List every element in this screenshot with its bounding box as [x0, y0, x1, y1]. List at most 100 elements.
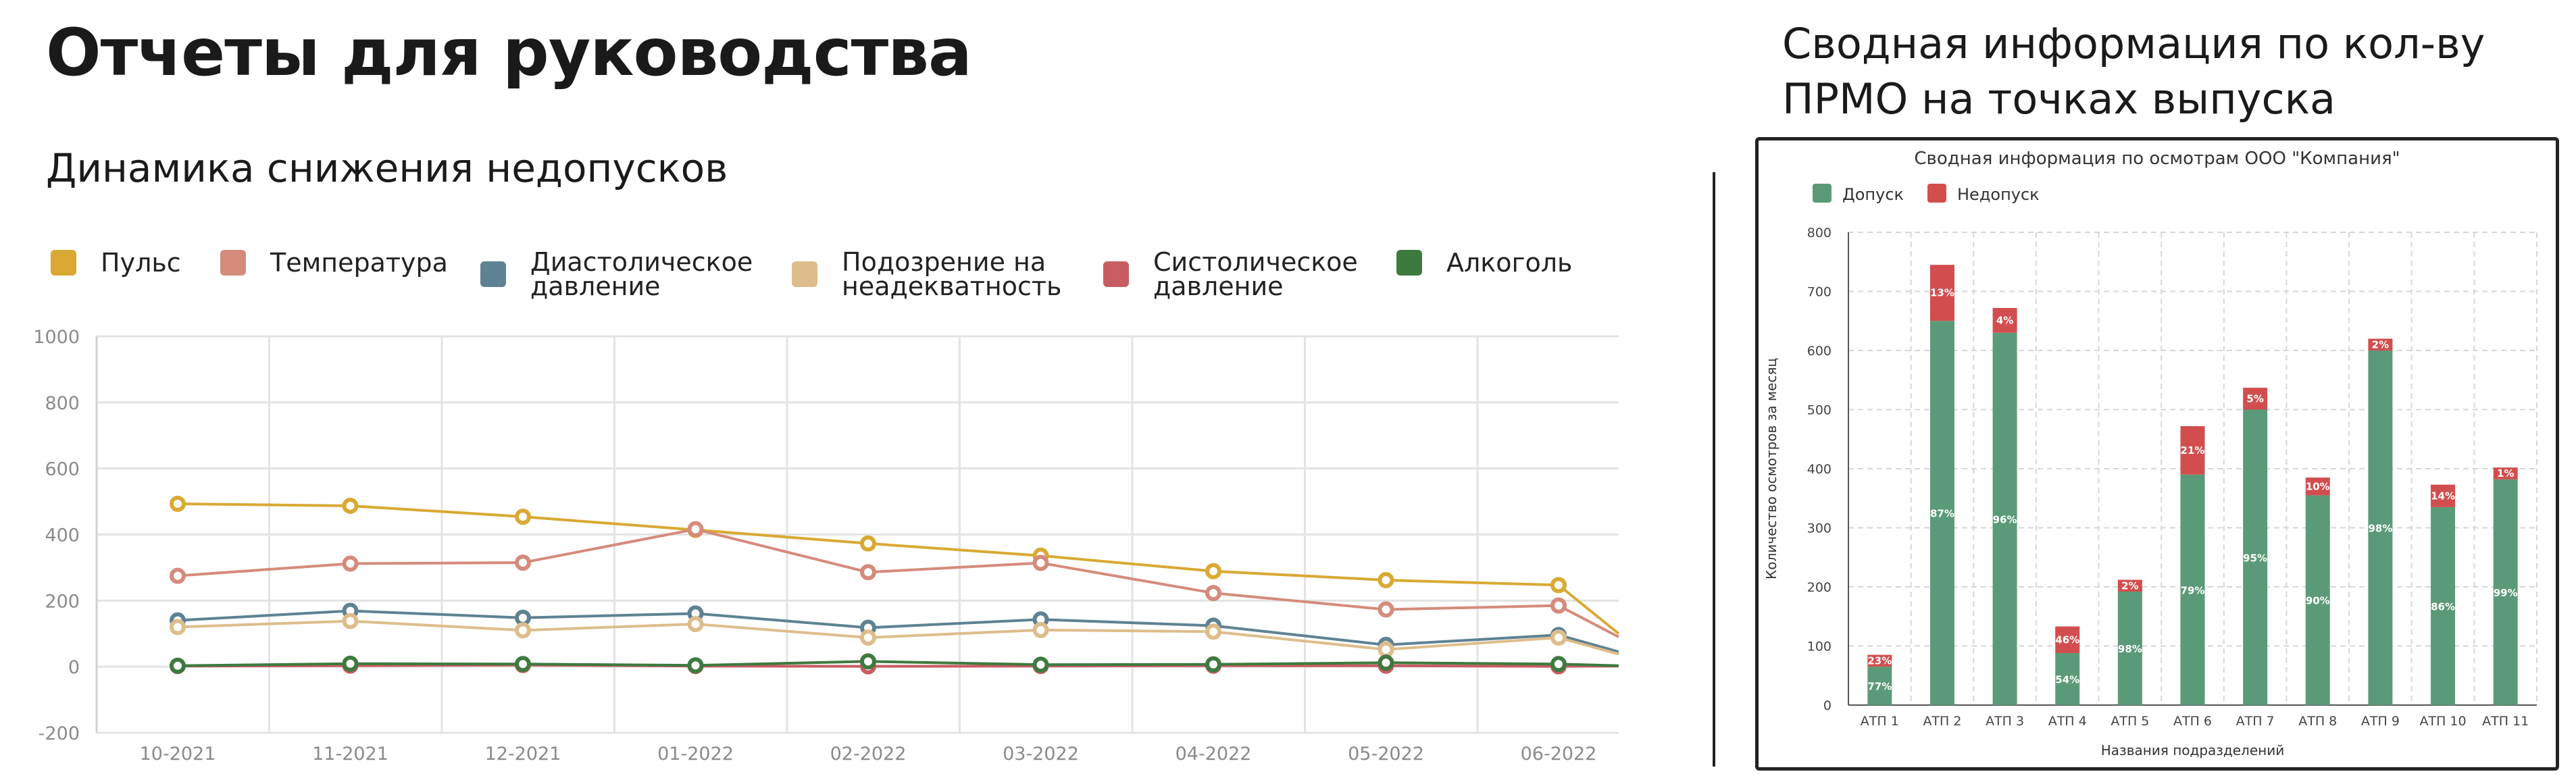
divider [1713, 172, 1715, 767]
series-line-пульс [177, 502, 1620, 635]
x-tick-label: 10-2021 [140, 744, 216, 764]
data-label-nonadmit: 1% [2497, 467, 2514, 479]
data-label-nonadmit: 2% [2121, 579, 2138, 592]
y-tick-label: 800 [1807, 226, 1832, 240]
y-tick-label: -200 [39, 723, 80, 744]
legend-swatch-suspicion [792, 261, 817, 287]
y-tick-label: 200 [45, 591, 80, 612]
legend-swatch-допуск [1813, 184, 1832, 203]
legend-item-alcohol[interactable]: Алкоголь [1396, 250, 1572, 276]
bar-segment-admit [2493, 479, 2518, 705]
data-label-admit: 77% [1867, 681, 1892, 693]
data-label-admit: 96% [1993, 513, 2017, 525]
data-label-admit: 98% [2118, 643, 2142, 655]
data-point-пульс [1205, 563, 1221, 579]
bar-segment-nonadmit [2055, 626, 2080, 653]
legend-label-alcohol: Алкоголь [1446, 248, 1573, 278]
bar-segment-nonadmit [2431, 484, 2456, 507]
legend-swatch-pulse [51, 250, 76, 276]
data-point-пульс [342, 497, 359, 514]
bar-segment-admit [2180, 474, 2205, 705]
legend-label-допуск: Допуск [1842, 185, 1904, 204]
data-point-алкоголь [687, 657, 704, 674]
y-tick-label: 700 [1807, 285, 1832, 300]
series-line-диастолическое-давление [177, 609, 1619, 654]
legend-label-недопуск: Недопуск [1957, 185, 2040, 204]
data-label-nonadmit: 4% [1996, 314, 2013, 326]
y-tick-label: 200 [1807, 580, 1832, 595]
data-label-admit: 87% [1930, 508, 1954, 520]
data-label-nonadmit: 23% [1867, 654, 1892, 667]
data-point-пульс [515, 509, 531, 525]
data-label-admit: 99% [2494, 587, 2518, 599]
y-tick-label: 300 [1807, 521, 1832, 536]
bar-segment-nonadmit [1992, 308, 2017, 333]
legend-item-temperature[interactable]: Температура [220, 250, 448, 276]
bar-segment-nonadmit [1867, 654, 1892, 667]
data-point-температура [687, 521, 704, 538]
bar-segment-admit [2243, 409, 2268, 705]
data-label-admit: 86% [2431, 600, 2455, 613]
y-tick-label: 0 [1823, 698, 1832, 713]
data-point-пульс [170, 496, 186, 513]
legend-item-diastolic[interactable]: Диастолическое давление [480, 249, 753, 299]
y-tick-label: 100 [1807, 640, 1832, 654]
data-point-подозрение-на-неадекватность [170, 619, 186, 636]
bar-segment-admit [1867, 667, 1892, 705]
data-point-алкоголь [170, 657, 186, 674]
data-label-nonadmit: 2% [2372, 338, 2389, 351]
y-axis-title: Количество осмотров за месяц [1763, 358, 1779, 579]
data-label-admit: 98% [2368, 523, 2392, 535]
legend-label-systolic: Систолическое давление [1153, 247, 1358, 301]
legend-item-suspicion[interactable]: Подозрение на неадекватность [792, 249, 1061, 299]
bar-segment-admit [2055, 653, 2080, 705]
bar-segment-admit [1992, 332, 2017, 705]
data-label-admit: 90% [2306, 595, 2330, 607]
y-tick-label: 800 [45, 393, 80, 414]
y-tick-label: 500 [1807, 403, 1832, 418]
x-axis-title: Названия подразделений [2101, 742, 2284, 758]
bar-segment-admit [2431, 507, 2456, 705]
legend-item-systolic[interactable]: Систолическое давление [1103, 247, 1358, 301]
data-point-алкоголь [1550, 656, 1567, 673]
page-title: Отчеты для руководства [46, 15, 972, 90]
x-tick-label: АТП 10 [2419, 714, 2466, 729]
bar-segment-nonadmit [2305, 477, 2330, 496]
data-label-admit: 79% [2181, 584, 2205, 596]
x-tick-label: АТП 11 [2482, 714, 2529, 729]
bar-segment-admit [2117, 592, 2142, 705]
data-point-подозрение-на-неадекватность [342, 613, 359, 629]
right-title-line-1: Сводная информация по кол-ву [1782, 19, 2485, 68]
data-point-алкоголь [1378, 654, 1394, 671]
x-tick-label: АТП 9 [2361, 714, 2400, 729]
series-line-подозрение-на-неадекватность [177, 619, 1619, 656]
x-tick-label: АТП 7 [2236, 714, 2275, 729]
legend-swatch-alcohol [1396, 250, 1422, 276]
data-point-подозрение-на-неадекватность [860, 629, 876, 646]
legend-item-pulse[interactable]: Пульс [51, 250, 181, 276]
x-tick-label: АТП 4 [2048, 714, 2087, 729]
data-label-nonadmit: 14% [2431, 490, 2455, 502]
data-point-пульс [860, 535, 876, 552]
x-tick-label: АТП 8 [2298, 714, 2337, 729]
bar-segment-nonadmit [2180, 426, 2205, 475]
data-point-температура [170, 567, 186, 584]
legend-swatch-systolic [1103, 261, 1129, 287]
data-label-admit: 95% [2243, 552, 2267, 564]
legend-swatch-недопуск [1927, 184, 1946, 203]
series-line-температура [177, 527, 1619, 638]
x-tick-label: 01-2022 [657, 744, 734, 764]
data-point-температура [1205, 585, 1221, 602]
data-point-алкоголь [342, 655, 359, 672]
data-point-подозрение-на-неадекватность [1378, 641, 1394, 658]
data-point-алкоголь [1032, 656, 1049, 673]
right-title-line-2: ПРМО на точках выпуска [1782, 74, 2336, 124]
data-label-nonadmit: 10% [2306, 480, 2330, 492]
data-point-алкоголь [515, 656, 531, 673]
x-tick-label: 06-2022 [1521, 744, 1597, 764]
data-point-алкоголь [1205, 656, 1221, 673]
x-tick-label: АТП 2 [1923, 714, 1961, 729]
x-tick-label: АТП 3 [1986, 714, 2024, 729]
data-label-nonadmit: 46% [2055, 633, 2079, 646]
data-point-подозрение-на-неадекватность [1550, 629, 1567, 646]
